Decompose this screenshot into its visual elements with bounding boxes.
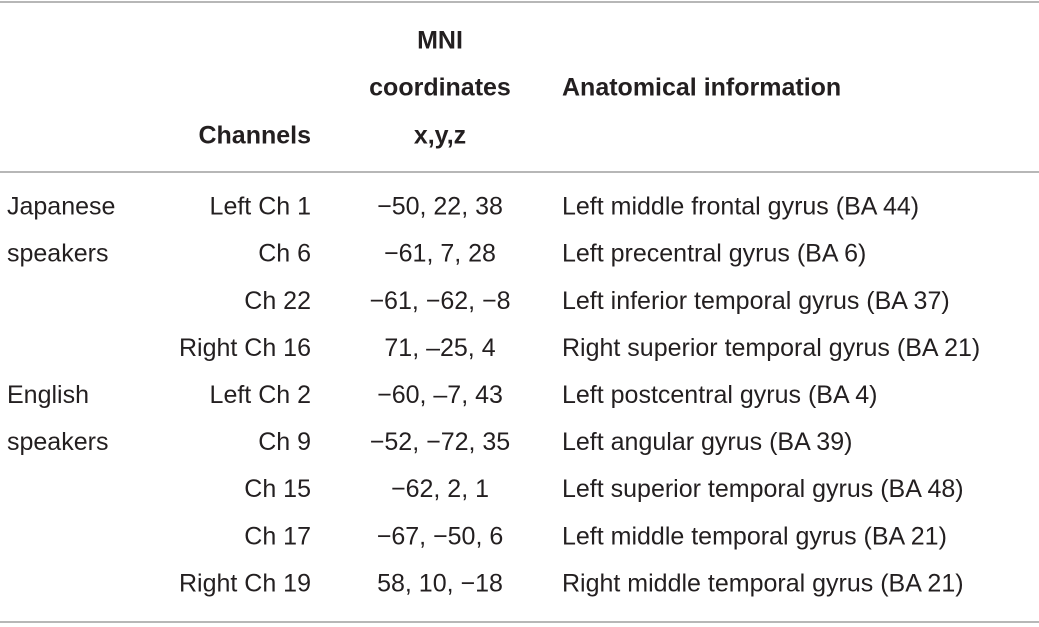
coordinates-cell: 58, 10, −18 (377, 569, 503, 597)
header-cell: coordinates (369, 74, 511, 102)
group-cell: speakers (7, 428, 108, 456)
region-cell: Left inferior temporal gyrus (BA 37) (562, 287, 950, 315)
group-cell: Japanese (7, 193, 115, 221)
channel-cell: Ch 9 (258, 428, 311, 456)
channel-cell: Left Ch 2 (210, 381, 311, 409)
header-cell: Anatomical information (562, 74, 841, 102)
region-cell: Left angular gyrus (BA 39) (562, 428, 852, 456)
channel-cell: Ch 22 (244, 287, 311, 315)
group-cell: speakers (7, 240, 108, 268)
region-cell: Right middle temporal gyrus (BA 21) (562, 569, 964, 597)
region-cell: Right superior temporal gyrus (BA 21) (562, 334, 980, 362)
coordinates-cell: 71, –25, 4 (384, 334, 495, 362)
channel-cell: Left Ch 1 (210, 193, 311, 221)
header-cell: x,y,z (414, 122, 466, 150)
channel-cell: Right Ch 19 (179, 569, 311, 597)
channel-cell: Ch 17 (244, 522, 311, 550)
coordinates-cell: −61, 7, 28 (384, 240, 496, 268)
coordinates-cell: −67, −50, 6 (377, 522, 504, 550)
header-cell: Channels (198, 122, 311, 150)
region-cell: Left superior temporal gyrus (BA 48) (562, 475, 964, 503)
coordinates-cell: −52, −72, 35 (370, 428, 510, 456)
region-cell: Left middle temporal gyrus (BA 21) (562, 522, 947, 550)
header-cell: MNI (417, 27, 463, 55)
coordinates-cell: −60, –7, 43 (377, 381, 503, 409)
channel-cell: Ch 15 (244, 475, 311, 503)
channel-cell: Right Ch 16 (179, 334, 311, 362)
region-cell: Left precentral gyrus (BA 6) (562, 240, 866, 268)
group-cell: English (7, 381, 89, 409)
channel-cell: Ch 6 (258, 240, 311, 268)
region-cell: Left postcentral gyrus (BA 4) (562, 381, 877, 409)
coordinates-cell: −61, −62, −8 (369, 287, 510, 315)
coordinates-cell: −50, 22, 38 (377, 193, 503, 221)
region-cell: Left middle frontal gyrus (BA 44) (562, 193, 919, 221)
coordinates-cell: −62, 2, 1 (391, 475, 489, 503)
